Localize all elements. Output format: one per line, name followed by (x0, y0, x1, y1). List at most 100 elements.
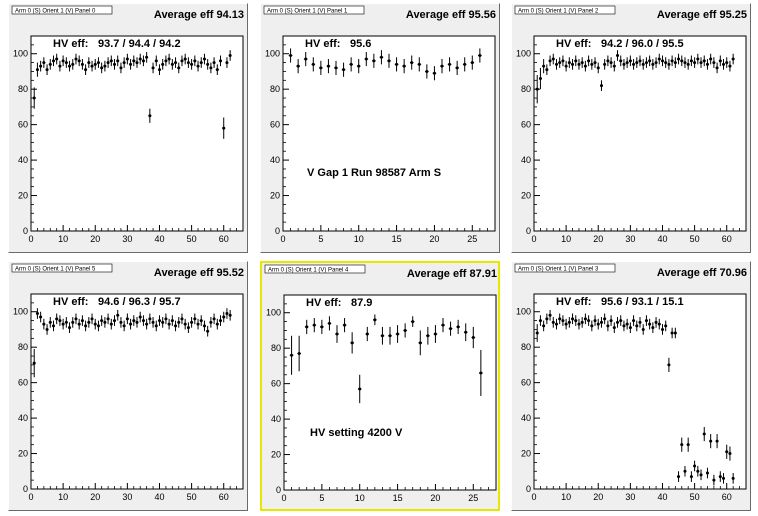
data-point (471, 336, 475, 340)
data-point (567, 320, 571, 324)
y-tick-label: 80 (521, 342, 531, 352)
data-point (113, 319, 117, 323)
data-point (74, 317, 78, 321)
data-point (342, 68, 346, 72)
data-point (84, 324, 88, 328)
data-point (311, 62, 315, 66)
data-point (599, 84, 603, 88)
data-point (141, 319, 145, 323)
y-tick-label: 40 (271, 414, 281, 424)
data-point (625, 322, 629, 326)
data-point (696, 57, 700, 61)
data-point (677, 475, 681, 479)
data-point (174, 324, 178, 328)
average-eff-label: Average eff 95.56 (406, 9, 496, 21)
x-tick-label: 60 (219, 234, 229, 244)
x-tick-label: 10 (354, 234, 364, 244)
data-point (154, 59, 158, 63)
y-tick-label: 100 (13, 307, 28, 317)
data-point (129, 62, 133, 66)
y-tick-label: 0 (23, 226, 28, 236)
data-point (151, 320, 155, 324)
x-tick-label: 40 (657, 492, 667, 502)
data-point (228, 313, 232, 317)
data-point (641, 327, 645, 331)
panel-label: Arm 0 (S) Orient 1 (V) Panel 3 (518, 267, 599, 273)
data-point (535, 331, 539, 335)
data-point (693, 464, 697, 468)
data-point (632, 319, 636, 323)
chart-svg: Arm 0 (S) Orient 1 (V) Panel 0 Average ef… (11, 5, 244, 244)
pad-panel-4[interactable]: Arm 0 (S) Orient 1 (V) Panel 4 Average ef… (260, 261, 500, 511)
data-point (335, 332, 339, 336)
data-point (686, 62, 690, 66)
panel-label: Arm 0 (S) Orient 1 (V) Panel 5 (15, 267, 96, 273)
data-point (209, 66, 213, 70)
data-point (106, 317, 110, 321)
data-point (215, 68, 219, 72)
data-point (87, 320, 91, 324)
data-point (456, 325, 460, 329)
pad-panel-3[interactable]: Arm 0 (S) Orient 1 (V) Panel 3 Average ef… (511, 261, 751, 511)
chart-svg: Arm 0 (S) Orient 1 (V) Panel 2 Average ef… (514, 5, 747, 244)
data-point (349, 62, 353, 66)
average-eff-label: Average eff 94.13 (154, 9, 244, 21)
data-point (657, 322, 661, 326)
y-tick-label: 40 (270, 155, 280, 165)
data-point (148, 114, 152, 118)
pad-panel-5[interactable]: Arm 0 (S) Orient 1 (V) Panel 5 Average ef… (8, 261, 248, 511)
data-point (625, 61, 629, 65)
data-point (542, 324, 546, 328)
data-point (622, 324, 626, 328)
pad-panel-1[interactable]: Arm 0 (S) Orient 1 (V) Panel 1 Average ef… (260, 3, 500, 253)
x-tick-label: 30 (625, 492, 635, 502)
data-point (100, 319, 104, 323)
data-point (699, 473, 703, 477)
data-point (186, 326, 190, 330)
x-tick-label: 60 (219, 492, 229, 502)
data-point (106, 61, 110, 65)
data-point (558, 317, 562, 321)
average-eff-label: Average eff 95.52 (154, 267, 244, 279)
hv-eff-label: HV eff: (53, 296, 88, 308)
data-point (84, 68, 88, 72)
pad-panel-0[interactable]: Arm 0 (S) Orient 1 (V) Panel 0 Average ef… (8, 3, 248, 253)
data-point (718, 59, 722, 63)
plot-frame (533, 35, 747, 232)
data-point (583, 317, 587, 321)
data-point (731, 476, 735, 480)
x-tick-label: 0 (531, 234, 536, 244)
data-point (157, 68, 161, 72)
x-tick-label: 0 (280, 234, 285, 244)
data-point (161, 320, 165, 324)
x-tick-label: 10 (561, 492, 571, 502)
pad-panel-2[interactable]: Arm 0 (S) Orient 1 (V) Panel 2 Average ef… (511, 3, 751, 253)
y-tick-label: 100 (265, 49, 280, 59)
y-tick-label: 40 (18, 155, 28, 165)
data-point (638, 320, 642, 324)
y-tick-label: 0 (526, 484, 531, 494)
data-point (411, 320, 415, 324)
data-point (373, 318, 377, 322)
data-point (689, 59, 693, 63)
data-point (80, 319, 84, 323)
data-point (664, 61, 668, 65)
hv-eff-values: 87.9 (351, 297, 372, 309)
data-point (590, 324, 594, 328)
data-point (670, 331, 674, 335)
data-point (103, 320, 107, 324)
y-tick-label: 100 (13, 49, 28, 59)
data-point (132, 319, 136, 323)
data-point (644, 61, 648, 65)
data-point (334, 66, 338, 70)
data-point (372, 59, 376, 63)
data-point (42, 322, 46, 326)
panel-label-box (11, 263, 113, 273)
x-tick-label: 30 (625, 234, 635, 244)
data-point (619, 59, 623, 63)
x-tick-label: 20 (90, 492, 100, 502)
chart-svg: Arm 0 (S) Orient 1 (V) Panel 4 Average ef… (264, 264, 497, 503)
data-point (551, 57, 555, 61)
x-tick-label: 5 (319, 493, 324, 503)
data-point (628, 326, 632, 330)
